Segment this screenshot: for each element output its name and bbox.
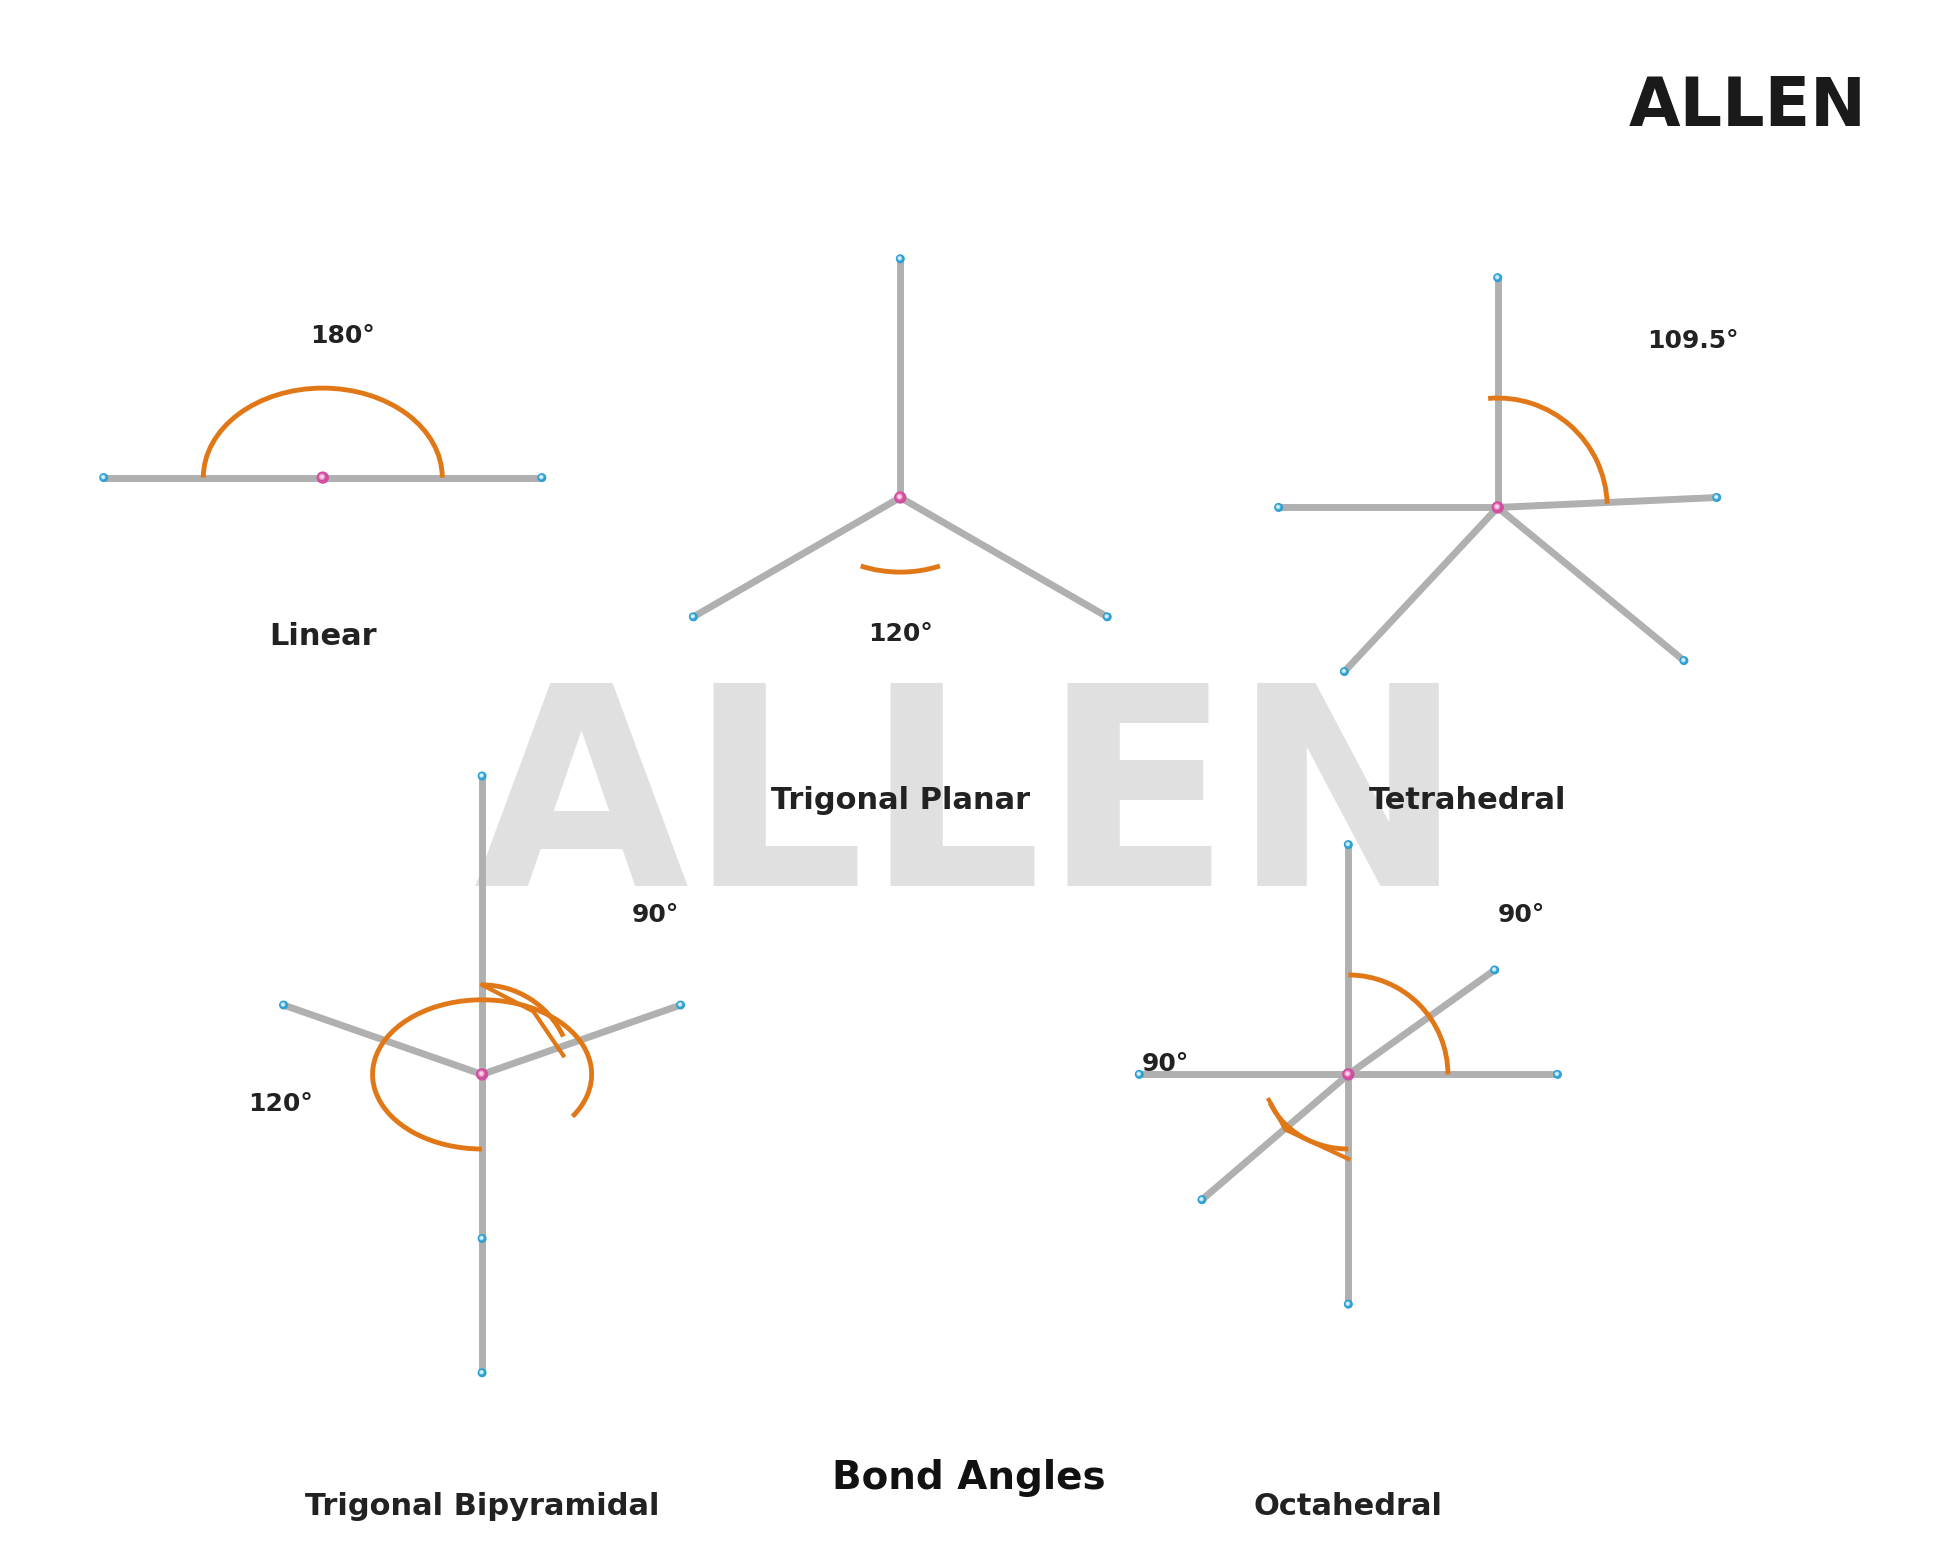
Text: 90°: 90° (632, 904, 678, 927)
Circle shape (1680, 657, 1688, 664)
Circle shape (479, 1235, 484, 1240)
Circle shape (897, 257, 901, 260)
Circle shape (318, 471, 328, 482)
Circle shape (1682, 658, 1684, 661)
Circle shape (479, 773, 484, 778)
Text: 120°: 120° (248, 1092, 312, 1116)
Text: Tetrahedral: Tetrahedral (1368, 786, 1566, 815)
Circle shape (1345, 1301, 1353, 1309)
Circle shape (1554, 1072, 1558, 1075)
Circle shape (1341, 668, 1347, 674)
Circle shape (895, 493, 903, 501)
Circle shape (1343, 1069, 1355, 1080)
Circle shape (678, 1002, 682, 1007)
Circle shape (895, 492, 905, 503)
Circle shape (479, 1071, 484, 1077)
Circle shape (479, 1369, 484, 1376)
Circle shape (279, 1001, 287, 1008)
Circle shape (1713, 495, 1719, 499)
Text: 120°: 120° (868, 622, 932, 646)
Circle shape (479, 1369, 486, 1377)
Circle shape (1343, 669, 1345, 672)
Circle shape (1345, 1071, 1351, 1077)
Circle shape (1275, 504, 1281, 510)
Circle shape (539, 475, 547, 481)
Circle shape (897, 495, 901, 499)
Text: Linear: Linear (269, 622, 376, 650)
Circle shape (676, 1002, 682, 1007)
Circle shape (1136, 1071, 1143, 1078)
Text: Bond Angles: Bond Angles (831, 1460, 1107, 1497)
Text: 90°: 90° (1498, 904, 1545, 927)
Circle shape (479, 1235, 486, 1242)
Circle shape (1492, 503, 1502, 510)
Circle shape (1494, 504, 1500, 509)
Circle shape (481, 773, 483, 776)
Circle shape (1277, 506, 1279, 509)
Text: 109.5°: 109.5° (1647, 330, 1738, 353)
Circle shape (690, 613, 698, 621)
Circle shape (1554, 1071, 1562, 1078)
Circle shape (1345, 840, 1353, 848)
Circle shape (1103, 613, 1110, 621)
Text: Octahedral: Octahedral (1254, 1492, 1444, 1522)
Circle shape (1138, 1072, 1140, 1075)
Circle shape (690, 613, 696, 619)
Circle shape (676, 1001, 684, 1008)
Circle shape (1105, 613, 1110, 619)
Circle shape (481, 1072, 483, 1075)
Text: ALLEN: ALLEN (1628, 73, 1866, 140)
Circle shape (281, 1002, 285, 1007)
Circle shape (1136, 1071, 1141, 1077)
Circle shape (1496, 275, 1498, 279)
Circle shape (101, 475, 107, 479)
Circle shape (481, 1371, 483, 1374)
Circle shape (281, 1002, 285, 1007)
Text: Trigonal Planar: Trigonal Planar (771, 786, 1029, 815)
Circle shape (1494, 274, 1500, 280)
Circle shape (1492, 966, 1496, 972)
Circle shape (1492, 968, 1496, 971)
Circle shape (1198, 1197, 1205, 1203)
Text: Trigonal Bipyramidal: Trigonal Bipyramidal (304, 1492, 659, 1522)
Circle shape (101, 475, 107, 481)
Circle shape (1343, 1069, 1351, 1078)
Circle shape (1345, 842, 1351, 846)
Circle shape (322, 476, 324, 478)
Circle shape (1492, 503, 1504, 513)
Circle shape (477, 1069, 488, 1080)
Circle shape (1554, 1071, 1560, 1077)
Circle shape (318, 473, 326, 481)
Circle shape (481, 1237, 483, 1240)
Circle shape (320, 475, 324, 479)
Circle shape (1496, 506, 1498, 507)
Circle shape (1680, 657, 1686, 663)
Circle shape (101, 475, 105, 479)
Circle shape (1347, 1302, 1349, 1305)
Circle shape (1341, 668, 1349, 675)
Circle shape (1200, 1198, 1203, 1201)
Circle shape (1715, 495, 1717, 498)
Circle shape (479, 772, 486, 780)
Circle shape (1347, 842, 1349, 846)
Circle shape (1347, 1072, 1349, 1075)
Circle shape (1105, 615, 1109, 618)
Circle shape (1494, 274, 1502, 282)
Circle shape (477, 1069, 484, 1078)
Text: 90°: 90° (1141, 1052, 1190, 1077)
Circle shape (692, 615, 694, 618)
Circle shape (1490, 966, 1498, 974)
Text: ALLEN: ALLEN (473, 674, 1465, 944)
Circle shape (1198, 1197, 1203, 1201)
Circle shape (539, 475, 543, 479)
Circle shape (1713, 493, 1721, 501)
Circle shape (1275, 504, 1283, 512)
Text: 180°: 180° (310, 324, 376, 349)
Circle shape (897, 255, 905, 263)
Circle shape (539, 475, 545, 479)
Circle shape (899, 496, 901, 498)
Circle shape (897, 255, 903, 261)
Circle shape (1345, 1301, 1351, 1307)
